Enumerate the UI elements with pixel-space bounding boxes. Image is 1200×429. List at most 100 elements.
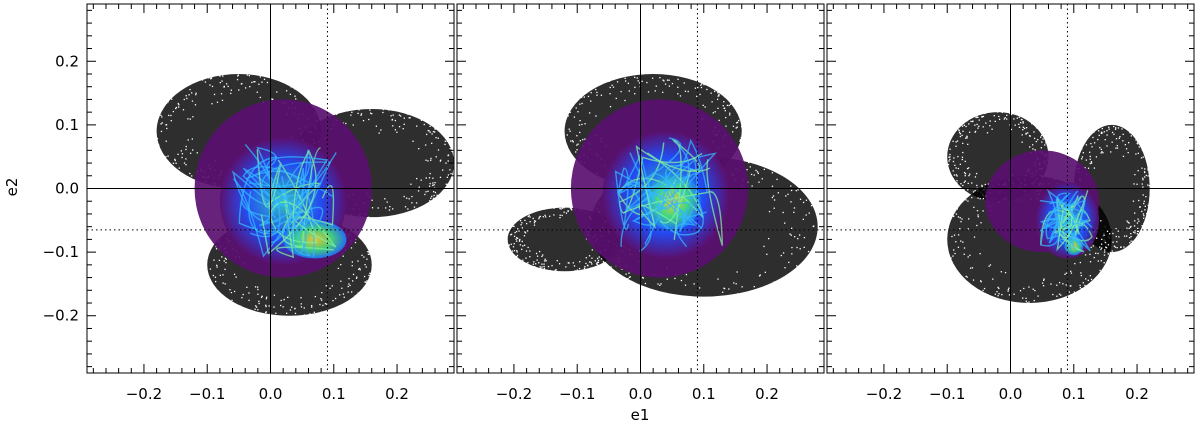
scatter-gap	[1139, 144, 1141, 146]
scatter-gap	[978, 125, 980, 127]
scatter-gap	[964, 172, 967, 175]
scatter-gap	[1010, 128, 1013, 131]
scatter-gap	[1098, 134, 1100, 137]
scatter-gap	[949, 260, 951, 262]
filament	[266, 156, 329, 257]
scatter-gap	[189, 88, 191, 91]
scatter-gap	[222, 274, 224, 276]
scatter-gap	[793, 211, 795, 214]
scatter-gap	[663, 80, 665, 82]
scatter-gap	[544, 258, 546, 260]
scatter-gap	[966, 167, 969, 170]
scatter-gap	[1042, 138, 1044, 140]
scatter-gap	[680, 279, 683, 282]
scatter-gap	[579, 119, 581, 122]
scatter-gap	[763, 168, 765, 171]
scatter-gap	[437, 137, 439, 139]
scatter-gap	[584, 123, 586, 125]
scatter-gap	[634, 76, 636, 79]
scatter-gap	[342, 255, 344, 257]
scatter-gap	[576, 135, 578, 137]
scatter-gap	[985, 122, 987, 124]
y-tick-label: −0.1	[43, 243, 79, 261]
scatter-gap	[334, 297, 337, 300]
scatter-gap	[753, 285, 755, 288]
scatter-gap	[1017, 303, 1020, 305]
scatter-gap	[538, 216, 541, 218]
scatter-gap	[1099, 146, 1101, 149]
scatter-gap	[348, 283, 350, 285]
scatter-gap	[955, 241, 957, 243]
scatter-gap	[989, 264, 992, 266]
scatter-gap	[644, 282, 647, 285]
scatter-gap	[227, 85, 229, 88]
scatter-gap	[246, 286, 248, 288]
scatter-gap	[403, 195, 405, 198]
scatter-gap	[954, 164, 956, 166]
scatter-gap	[307, 95, 310, 97]
scatter-gap	[771, 185, 774, 187]
scatter-gap	[313, 311, 315, 313]
scatter-gap	[1116, 247, 1118, 249]
scatter-gap	[642, 277, 644, 279]
scatter-gap	[416, 125, 418, 127]
scatter-gap	[1084, 284, 1086, 287]
scatter-gap	[544, 216, 547, 218]
scatter-gap	[1034, 289, 1036, 292]
scatter-gap	[1145, 174, 1147, 177]
scatter-gap	[706, 88, 708, 91]
scatter-gap	[211, 85, 214, 88]
scatter-gap	[265, 296, 268, 298]
scatter-gap	[330, 310, 332, 312]
scatter-gap	[435, 156, 437, 158]
scatter-gap	[953, 174, 956, 176]
scatter-gap	[1043, 136, 1045, 138]
scatter-gap	[1122, 133, 1124, 136]
scatter-gap	[967, 200, 969, 202]
scatter-gap	[1146, 212, 1148, 215]
scatter-gap	[636, 285, 638, 288]
scatter-gap	[223, 260, 225, 262]
scatter-gap	[957, 234, 960, 236]
scatter-gap	[1130, 135, 1132, 137]
scatter-gap	[221, 256, 223, 258]
scatter-gap	[699, 93, 701, 96]
scatter-gap	[628, 276, 631, 279]
scatter-gap	[340, 280, 342, 282]
panel-right-frame	[826, 3, 1195, 374]
scatter-gap	[1103, 251, 1106, 253]
scatter-gap	[687, 90, 689, 93]
scatter-gap	[1035, 140, 1037, 143]
scatter-gap	[180, 175, 183, 177]
scatter-gap	[265, 305, 267, 308]
scatter-gap	[796, 246, 798, 249]
scatter-gap	[965, 125, 967, 128]
x-tick-label: 0.1	[692, 385, 716, 403]
scatter-gap	[1112, 232, 1114, 235]
scatter-gap	[588, 261, 591, 263]
scatter-gap	[1093, 131, 1095, 133]
scatter-gap	[605, 267, 607, 269]
scatter-gap	[1129, 242, 1131, 244]
scatter-gap	[955, 213, 958, 215]
scatter-gap	[976, 116, 978, 118]
scatter-gap	[1093, 167, 1096, 169]
scatter-gap	[671, 82, 674, 85]
scatter-gap	[160, 130, 163, 133]
scatter-gap	[511, 254, 513, 256]
scatter-gap	[980, 222, 982, 224]
scatter-gap	[1101, 238, 1103, 241]
scatter-gap	[597, 261, 600, 264]
scatter-gap	[565, 212, 568, 214]
scatter-gap	[587, 265, 589, 267]
scatter-gap	[166, 127, 168, 130]
scatter-gap	[1089, 282, 1092, 285]
scatter-gap	[218, 259, 221, 262]
scatter-gap	[1138, 199, 1140, 202]
scatter-gap	[1134, 220, 1136, 222]
scatter-gap	[432, 177, 434, 179]
scatter-gap	[384, 198, 386, 200]
scatter-gap	[1138, 146, 1140, 148]
scatter-gap	[446, 183, 448, 185]
scatter-gap	[739, 140, 741, 142]
